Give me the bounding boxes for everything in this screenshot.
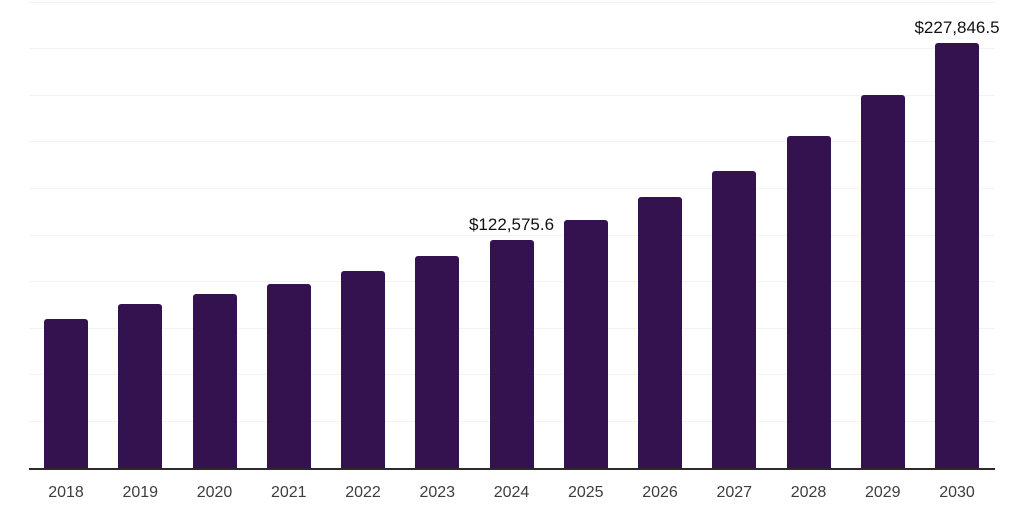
bar-2026 (638, 196, 682, 468)
bar-2027 (712, 170, 757, 468)
bar-2024 (489, 239, 534, 468)
gridline-175000 (29, 141, 995, 143)
gridline-250000 (29, 1, 995, 3)
x-tick-2029: 2029 (864, 484, 901, 501)
bar-2022 (341, 271, 385, 468)
bar-2025 (563, 220, 608, 468)
bar-2021 (266, 283, 311, 468)
x-tick-2025: 2025 (567, 484, 604, 501)
x-tick-2020: 2020 (196, 484, 233, 501)
gridline-150000 (29, 187, 995, 189)
x-tick-2026: 2026 (642, 484, 678, 501)
bar-2020 (192, 294, 237, 468)
bar-2023 (415, 255, 460, 468)
bar-2030 (935, 43, 979, 468)
bar-2028 (786, 136, 831, 468)
value-label-2024: $122,575.6 (468, 214, 555, 234)
gridline-225000 (29, 48, 995, 50)
plot-area: $122,575.6 $227,846.5 (29, 1, 1000, 470)
x-tick-2019: 2019 (122, 484, 159, 501)
gridline-200000 (29, 94, 995, 96)
x-axis-line (29, 468, 995, 470)
value-label-2030: $227,846.5 (914, 18, 1000, 38)
bar-2018 (44, 319, 88, 468)
gridline-125000 (29, 234, 995, 236)
bar-2029 (860, 95, 905, 468)
x-tick-2021: 2021 (270, 484, 307, 501)
x-tick-2030: 2030 (939, 484, 975, 501)
x-tick-2024: 2024 (493, 484, 530, 501)
x-tick-2028: 2028 (790, 484, 827, 501)
x-tick-2022: 2022 (345, 484, 381, 501)
x-tick-2027: 2027 (716, 484, 753, 501)
bar-2019 (118, 303, 163, 468)
x-tick-2018: 2018 (48, 484, 84, 501)
x-tick-2023: 2023 (419, 484, 456, 501)
